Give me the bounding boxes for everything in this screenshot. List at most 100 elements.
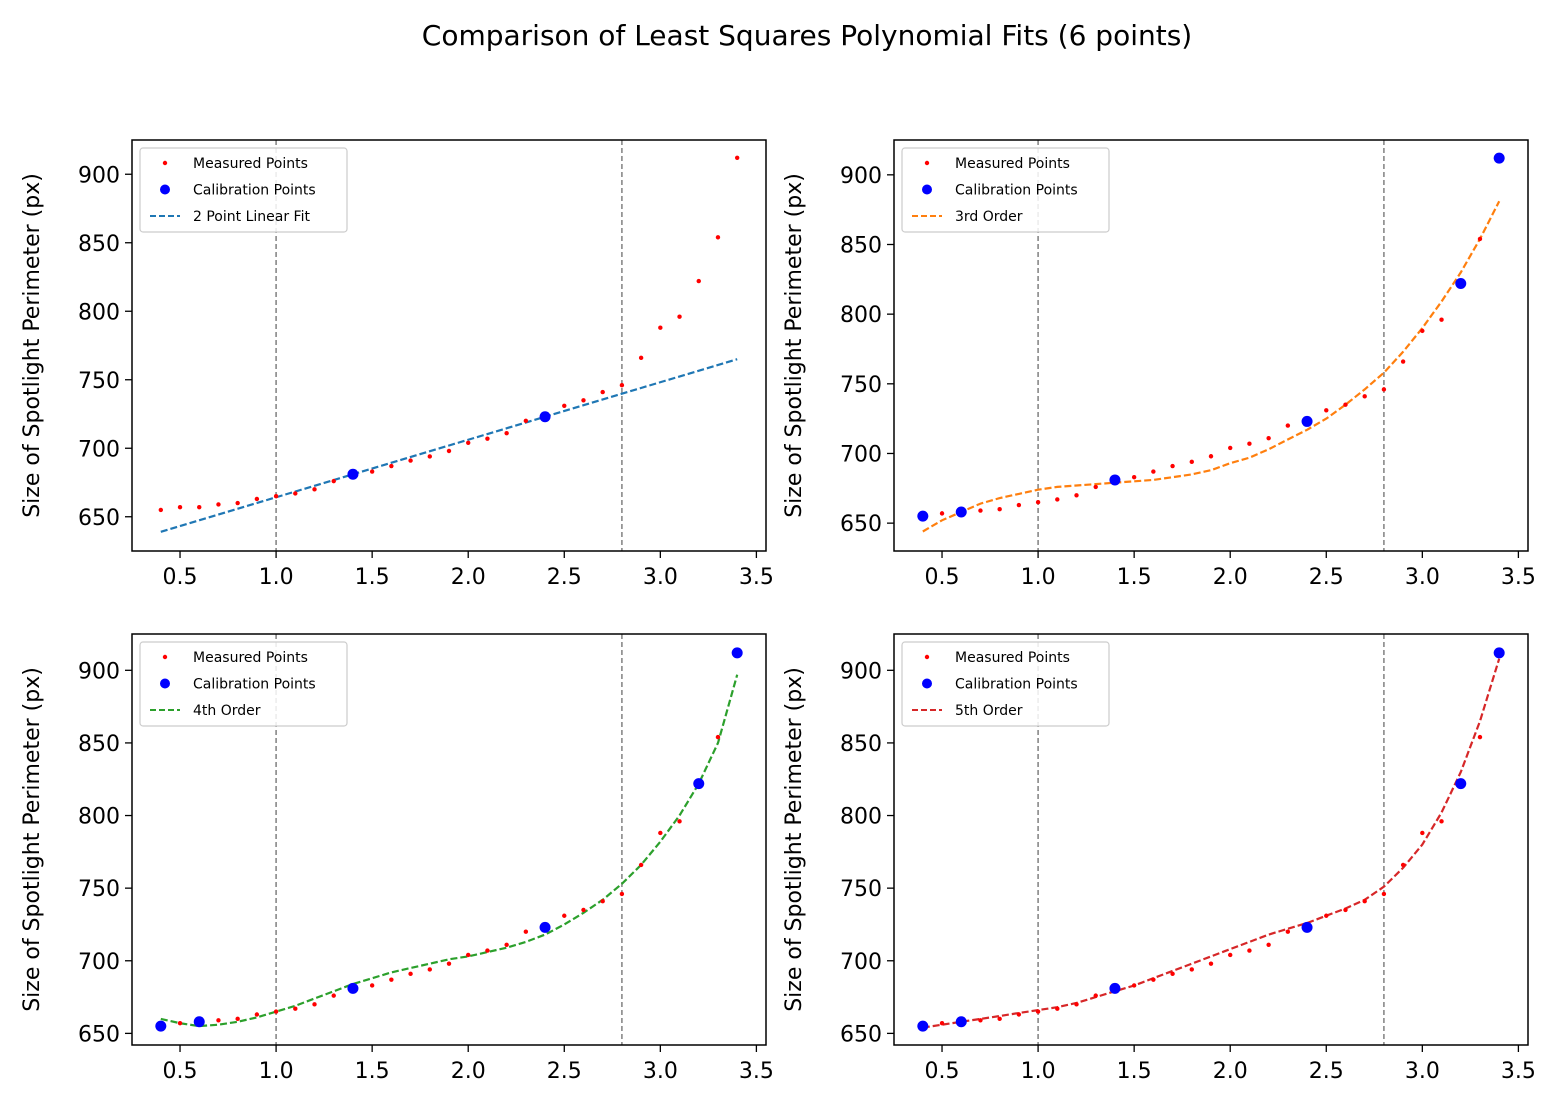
- x-tick-label: 2.5: [547, 1059, 582, 1084]
- x-tick-label: 2.0: [1213, 565, 1248, 590]
- calibration-point: [955, 1016, 967, 1028]
- legend-label: 2 Point Linear Fit: [193, 209, 310, 225]
- x-tick-label: 3.5: [1501, 1059, 1536, 1084]
- y-axis-label: Size of Spotlight Perimeter (px): [782, 173, 807, 518]
- subplot-top-right: 0.5 1.0 1.5 2.0 2.5 3.0 3.5 650 700 750 800 850 900 S…: [782, 139, 1536, 590]
- measured-point: [235, 500, 240, 506]
- measured-point: [715, 235, 721, 240]
- measured-point: [1477, 236, 1483, 242]
- measured-point: [1228, 952, 1233, 958]
- legend-label: Measured Points: [955, 650, 1070, 666]
- measured-point: [1093, 993, 1098, 998]
- legend-label: Measured Points: [193, 650, 308, 666]
- measured-point: [446, 448, 452, 454]
- figure-suptitle: Comparison of Least Squares Polynomial F…: [422, 19, 1192, 52]
- calibration-point: [347, 468, 359, 480]
- x-tick-label: 0.5: [925, 565, 960, 590]
- measured-point: [389, 463, 394, 469]
- measured-point: [677, 314, 682, 319]
- legend-label: Measured Points: [193, 156, 308, 172]
- y-tick-label: 850: [78, 232, 120, 257]
- measured-point: [254, 1012, 260, 1017]
- measured-point: [1131, 474, 1137, 480]
- x-tick-label: 0.5: [163, 565, 198, 590]
- measured-point: [427, 967, 432, 972]
- fit-line: [160, 358, 738, 533]
- x-tick-label: 0.5: [163, 1059, 198, 1084]
- measured-point: [235, 1016, 240, 1022]
- calibration-point: [1109, 982, 1121, 994]
- y-tick-label: 850: [840, 732, 882, 757]
- measured-point: [997, 1016, 1002, 1022]
- measured-point: [1362, 394, 1367, 399]
- y-tick-label: 800: [78, 805, 120, 830]
- measured-point: [1343, 907, 1348, 913]
- measured-point: [1170, 971, 1175, 977]
- x-tick-label: 2.0: [451, 565, 486, 590]
- calibration-point: [1493, 152, 1505, 164]
- measured-point: [504, 430, 509, 436]
- x-tick-label: 2.5: [1309, 1059, 1344, 1084]
- y-tick-label: 900: [840, 164, 882, 189]
- axes-frame: [893, 633, 1529, 1046]
- legend: Measured Points Calibration Points 3rd Ord…: [901, 147, 1110, 233]
- legend-marker: [924, 160, 930, 166]
- measured-point: [1093, 484, 1098, 490]
- measured-point: [254, 496, 260, 502]
- measured-point: [485, 948, 490, 953]
- measured-point: [1189, 459, 1194, 465]
- y-tick-label: 700: [78, 437, 120, 462]
- measured-point: [696, 278, 701, 284]
- measured-point: [1189, 967, 1194, 972]
- calibration-point: [1455, 778, 1467, 790]
- measured-point: [1324, 913, 1329, 918]
- measured-point: [978, 1018, 983, 1023]
- legend-box: [901, 641, 1110, 727]
- measured-point: [273, 494, 279, 499]
- measured-point: [1381, 387, 1387, 392]
- axes-frame: [131, 633, 767, 1046]
- y-axis-label: Size of Spotlight Perimeter (px): [20, 667, 45, 1012]
- measured-point: [1074, 1002, 1079, 1007]
- measured-point: [1400, 359, 1406, 364]
- y-tick-label: 650: [78, 1022, 120, 1047]
- measured-point: [1266, 435, 1271, 441]
- legend-marker: [924, 654, 930, 660]
- legend-marker: [922, 678, 932, 689]
- x-tick-label: 1.5: [1117, 565, 1152, 590]
- measured-point: [331, 993, 336, 998]
- fit-line: [922, 200, 1501, 533]
- x-tick-label: 3.0: [643, 1059, 678, 1084]
- x-tick-label: 1.5: [355, 565, 390, 590]
- measured-point: [581, 907, 586, 913]
- legend-label: Calibration Points: [955, 677, 1078, 693]
- measured-point: [1131, 983, 1137, 988]
- measured-point: [1362, 899, 1367, 904]
- measured-point: [1035, 500, 1041, 505]
- y-tick-label: 750: [78, 369, 120, 394]
- y-tick-label: 700: [840, 442, 882, 467]
- calibration-point: [193, 1016, 205, 1028]
- measured-point: [1055, 497, 1060, 502]
- legend-box: [901, 147, 1110, 233]
- y-tick-label: 650: [78, 506, 120, 531]
- legend: Measured Points Calibration Points 5th Ord…: [901, 641, 1110, 727]
- legend: Measured Points Calibration Points 4th Ord…: [139, 641, 348, 727]
- measured-point: [677, 819, 682, 824]
- x-tick-label: 1.0: [259, 565, 294, 590]
- measured-point: [1439, 317, 1444, 322]
- measured-point: [1343, 402, 1348, 407]
- measured-point: [523, 929, 529, 934]
- measured-point: [177, 504, 183, 510]
- x-tick-label: 2.5: [547, 565, 582, 590]
- calibration-point: [917, 510, 929, 522]
- y-tick-label: 750: [78, 877, 120, 902]
- y-tick-label: 750: [840, 373, 882, 398]
- measured-point: [734, 155, 740, 161]
- y-tick-label: 650: [840, 512, 882, 537]
- x-tick-label: 1.5: [1117, 1059, 1152, 1084]
- measured-point: [1266, 942, 1271, 947]
- legend-label: Calibration Points: [193, 183, 316, 199]
- x-tick-label: 3.0: [1405, 1059, 1440, 1084]
- measured-point: [369, 983, 375, 988]
